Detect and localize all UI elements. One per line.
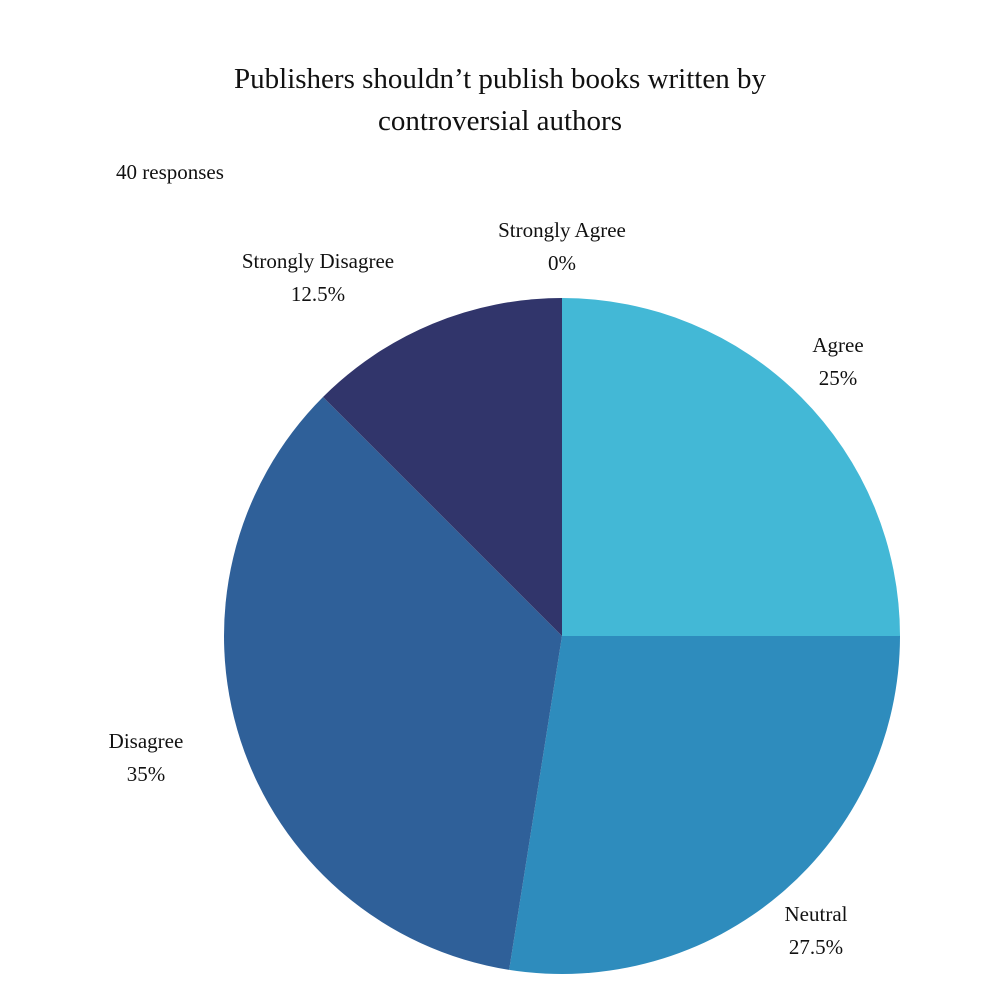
pie-slices <box>223 298 900 975</box>
chart-title: Publishers shouldn’t publish books writt… <box>100 58 900 142</box>
pie-labels: Agree 25% Neutral 27.5% Disagree 35% Strongly … <box>109 218 864 959</box>
label-strongly-disagree-value: 12.5% <box>291 282 345 306</box>
label-neutral-value: 27.5% <box>789 935 843 959</box>
response-count: 40 responses <box>116 160 224 184</box>
label-neutral: Neutral 27.5% <box>785 902 848 959</box>
label-disagree-name: Disagree <box>109 729 184 753</box>
label-strongly-agree: Strongly Agree 0% <box>498 218 626 275</box>
slice-strongly-disagree <box>322 298 562 636</box>
chart-title-line-1: Publishers shouldn’t publish books writt… <box>234 63 766 95</box>
label-strongly-agree-value: 0% <box>548 251 576 275</box>
label-disagree: Disagree 35% <box>109 729 184 786</box>
label-agree-value: 25% <box>819 366 858 390</box>
label-strongly-agree-name: Strongly Agree <box>498 218 626 242</box>
label-strongly-disagree-name: Strongly Disagree <box>242 249 394 273</box>
label-agree-name: Agree <box>812 333 863 357</box>
label-disagree-value: 35% <box>127 762 166 786</box>
slice-disagree <box>223 396 562 970</box>
slice-neutral <box>509 636 900 975</box>
label-neutral-name: Neutral <box>785 902 848 926</box>
label-strongly-disagree: Strongly Disagree 12.5% <box>242 249 394 306</box>
label-agree: Agree 25% <box>812 333 863 390</box>
chart-title-line-2: controversial authors <box>377 105 622 137</box>
slice-agree <box>562 298 900 636</box>
